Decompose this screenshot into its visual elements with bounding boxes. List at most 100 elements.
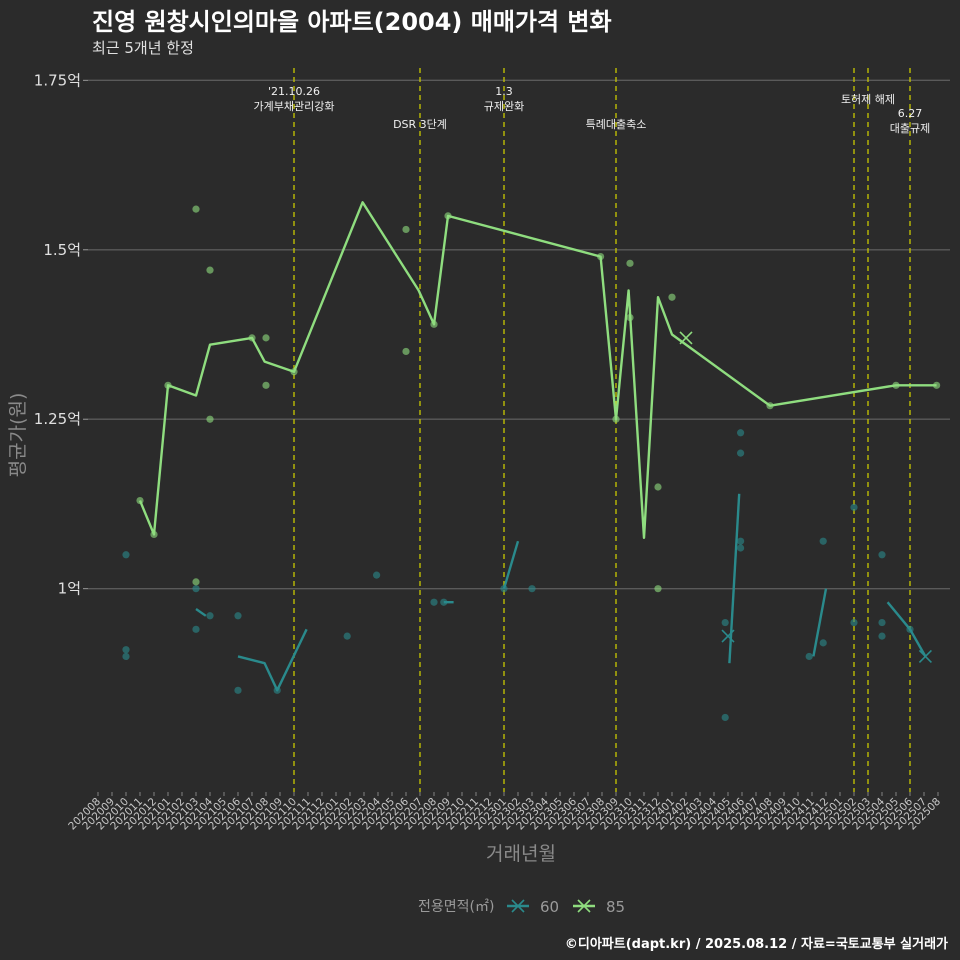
data-point <box>737 449 745 457</box>
data-point <box>850 503 858 511</box>
event-label: 가계부채관리강화 <box>254 100 335 113</box>
data-point <box>206 415 214 423</box>
x-marker-stroke <box>679 331 693 345</box>
data-point <box>906 625 914 633</box>
data-point <box>206 266 214 274</box>
data-point <box>402 225 410 234</box>
x-marker-stroke <box>721 629 735 643</box>
chart-title: 진영 원창시인의마을 아파트(2004) 매매가격 변화 <box>92 8 612 36</box>
data-point <box>192 578 200 586</box>
data-point <box>878 632 886 640</box>
x-tick-labels: 2020082020092020102020112020122021012021… <box>66 792 943 832</box>
series-line <box>728 493 741 664</box>
data-point <box>805 652 813 661</box>
data-point <box>500 585 508 593</box>
y-tick-label: 1억 <box>58 580 81 598</box>
data-point <box>721 618 729 627</box>
data-point <box>766 402 774 410</box>
event-label: DSR 3단계 <box>393 118 447 131</box>
data-point <box>122 646 130 654</box>
event-label: 특례대출축소 <box>586 118 647 131</box>
data-point <box>430 598 438 606</box>
legend: 전용면적(㎡) 60 85 <box>418 898 625 916</box>
y-axis-title: 평균가(원) <box>7 393 29 478</box>
data-point <box>444 212 452 220</box>
series-line <box>195 608 207 617</box>
series-line <box>502 540 520 590</box>
data-point <box>737 544 745 552</box>
data-point <box>850 618 858 627</box>
data-point <box>273 686 281 694</box>
data-point <box>878 618 886 627</box>
data-point <box>192 205 200 213</box>
chart-caption: ©디아파트(dapt.kr) / 2025.08.12 / 자료=국토교통부 실… <box>565 936 948 952</box>
y-tick-labels: 1억 1.25억 1.5억 1.75억 <box>34 71 81 597</box>
x-marker-stroke <box>918 649 932 664</box>
data-point <box>626 259 634 267</box>
data-point <box>248 334 256 342</box>
data-point <box>440 598 448 606</box>
data-point <box>737 429 745 437</box>
data-point <box>192 585 200 593</box>
y-tick-label: 1.75억 <box>34 71 81 89</box>
x-marker-stroke <box>511 899 525 913</box>
grid-lines <box>83 79 950 590</box>
series-85 <box>136 201 941 593</box>
data-point <box>597 252 605 261</box>
data-point <box>721 713 729 722</box>
x-marker <box>918 649 932 664</box>
legend-title: 전용면적(㎡) <box>418 899 494 915</box>
data-point <box>892 381 900 389</box>
legend-label: 85 <box>606 898 625 916</box>
data-point <box>343 632 351 640</box>
series-60 <box>122 429 932 722</box>
data-point <box>430 320 438 328</box>
data-point <box>164 381 172 389</box>
x-marker <box>679 331 693 345</box>
data-point <box>654 585 662 593</box>
data-point <box>402 347 410 356</box>
data-point <box>819 639 827 647</box>
event-label: 1.3 <box>495 85 513 98</box>
data-point <box>122 652 130 661</box>
data-point <box>668 293 676 301</box>
data-point <box>612 415 620 423</box>
data-point <box>206 612 214 620</box>
data-point <box>373 571 381 579</box>
data-point <box>528 585 536 593</box>
y-tick-label: 1.5억 <box>43 241 81 259</box>
data-point <box>234 686 242 694</box>
event-label: 6.27 <box>898 107 923 120</box>
chart-subtitle: 최근 5개년 한정 <box>92 39 194 57</box>
data-point <box>654 483 662 491</box>
y-tick-label: 1.25억 <box>34 410 81 428</box>
data-point <box>262 334 270 342</box>
series-line <box>237 628 308 692</box>
data-point <box>737 537 745 545</box>
series-line <box>812 588 828 657</box>
data-point <box>626 313 634 322</box>
data-point <box>819 537 827 545</box>
data-point <box>122 551 130 559</box>
x-marker <box>721 629 735 643</box>
x-marker <box>577 899 591 913</box>
data-point <box>262 381 270 389</box>
event-label: 규제완화 <box>484 100 524 113</box>
x-marker <box>511 899 525 913</box>
data-point <box>192 625 200 633</box>
data-point <box>290 368 298 376</box>
event-label: '21.10.26 <box>268 85 320 98</box>
data-point <box>150 530 158 539</box>
data-point <box>136 496 144 505</box>
data-series <box>122 201 941 722</box>
event-label: 대출규제 <box>890 122 930 135</box>
data-point <box>234 612 242 620</box>
series-line <box>138 201 937 539</box>
event-label: 토허제 해제 <box>841 92 895 106</box>
data-point <box>878 551 886 559</box>
legend-label: 60 <box>540 898 559 916</box>
data-point <box>933 381 941 389</box>
x-axis-title: 거래년월 <box>486 843 556 865</box>
